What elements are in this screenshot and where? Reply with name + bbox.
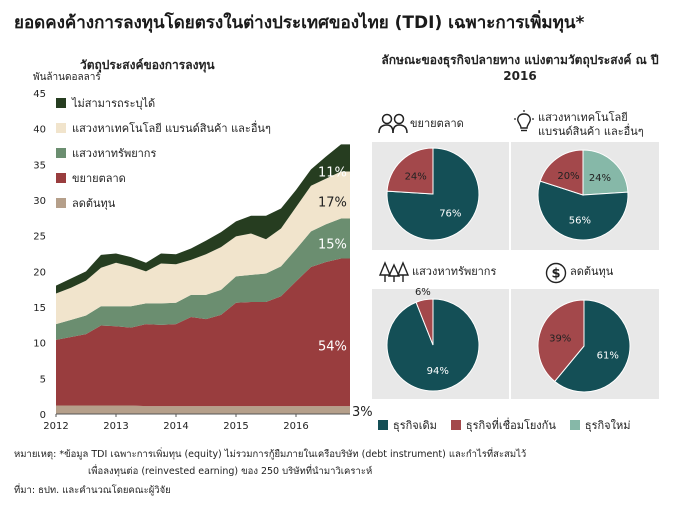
area-series-unallocated: [56, 144, 350, 294]
pie-data-label: 20%: [557, 171, 579, 182]
legend-item-resource: แสวงหาทรัพยากร: [56, 146, 271, 160]
y-tick-label: 35: [33, 160, 46, 171]
pie-legend-item-related: ธุรกิจที่เชื่อมโยงกัน: [450, 416, 556, 434]
share-annotation: 11%: [318, 165, 347, 180]
y-tick-label: 20: [33, 267, 46, 278]
people-icon: [378, 113, 408, 134]
share-annotation: 15%: [318, 238, 347, 253]
pie-slice: [386, 147, 434, 195]
pie-label-market: ขยายตลาด: [410, 117, 464, 130]
pie-legend-item-new: ธุรกิจใหม่: [569, 416, 631, 434]
footnote-line-1: หมายเหตุ: *ข้อมูล TDI เฉพาะการเพิ่มทุน (…: [14, 449, 527, 460]
legend-label: ธุรกิจที่เชื่อมโยงกัน: [465, 419, 556, 432]
y-tick-label: 45: [33, 89, 46, 100]
pie-data-label: 6%: [415, 287, 431, 298]
pie-data-label: 61%: [597, 351, 619, 362]
legend-swatch: [378, 420, 388, 430]
pie-data-label: 76%: [439, 208, 461, 219]
pie-slice: [582, 149, 629, 196]
legend-item-tech: แสวงหาเทคโนโลยี แบรนด์สินค้า และอื่นๆ: [56, 121, 271, 135]
area-legend: ไม่สามารถระบุได้ แสวงหาเทคโนโลยี แบรนด์ส…: [56, 96, 271, 221]
y-tick-label: 5: [40, 374, 46, 385]
legend-label: ไม่สามารถระบุได้: [72, 96, 156, 110]
pie-slice: [537, 299, 585, 383]
y-tick-label: 40: [33, 125, 46, 136]
y-tick-label: 10: [33, 339, 46, 350]
pie-slice: [537, 180, 629, 241]
y-tick-label: 25: [33, 232, 46, 243]
share-annotation: 17%: [318, 195, 347, 210]
pie-data-label: 24%: [405, 172, 427, 183]
legend-swatch: [450, 420, 461, 430]
area-chart-title: วัตถุประสงค์ของการลงทุน: [80, 58, 215, 72]
share-annotation: 3%: [352, 405, 373, 420]
x-tick-label: 2016: [283, 421, 308, 432]
pie-slice: [415, 298, 434, 346]
pie-data-label: 39%: [549, 333, 571, 344]
x-tick-label: 2015: [223, 421, 248, 432]
page-title: ยอดคงค้างการลงทุนโดยตรงในต่างประเทศของไท…: [14, 13, 585, 33]
x-tick-label: 2013: [103, 421, 128, 432]
legend-item-divest: ลดต้นทุน: [56, 196, 271, 210]
pie-label-tech: แสวงหาเทคโนโลยี แบรนด์สินค้า และอื่นๆ: [538, 111, 644, 138]
legend-swatch: [56, 197, 66, 208]
pie-label-resource: แสวงหาทรัพยากร: [412, 265, 497, 278]
footnote-line-2: เพื่อลงทุนต่อ (reinvested earning) ของ 2…: [88, 466, 373, 477]
legend-item-market: ขยายตลาด: [56, 171, 271, 185]
legend-label: ธุรกิจใหม่: [584, 419, 631, 432]
share-annotation: 54%: [318, 340, 347, 355]
y-tick-label: 0: [40, 410, 46, 421]
legend-swatch: [569, 420, 580, 430]
legend-swatch: [56, 172, 66, 183]
lightbulb-icon: [514, 110, 534, 132]
area-series-resource: [56, 218, 350, 340]
legend-label: แสวงหาเทคโนโลยี แบรนด์สินค้า และอื่นๆ: [72, 121, 271, 135]
legend-label: ขยายตลาด: [72, 171, 126, 185]
pie-data-label: 24%: [589, 173, 611, 184]
pie-data-label: 94%: [427, 366, 449, 377]
footnote-source: ที่มา: ธปท. และคำนวณโดยคณะผู้วิจัย: [14, 485, 171, 496]
area-series-tech: [56, 171, 350, 325]
svg-text:$: $: [551, 267, 560, 282]
area-series-market: [56, 258, 350, 407]
x-tick-label: 2012: [43, 421, 68, 432]
pie-data-label: 56%: [569, 216, 591, 227]
legend-item-unallocated: ไม่สามารถระบุได้: [56, 96, 271, 110]
trees-icon: [378, 261, 410, 282]
pie-slice: [553, 299, 631, 393]
pie-section-title: ลักษณะของธุรกิจปลายทาง แบ่งตามวัตถุประสง…: [381, 53, 659, 83]
y-tick-label: 30: [33, 196, 46, 207]
dollar-icon: $: [545, 262, 567, 284]
pie-slice: [539, 149, 584, 196]
y-axis-title: พันล้านดอลลาร์: [33, 71, 101, 83]
legend-swatch: [56, 147, 66, 158]
legend-label: ลดต้นทุน: [72, 196, 116, 210]
legend-swatch: [56, 97, 66, 108]
pie-legend: ธุรกิจเดิม ธุรกิจที่เชื่อมโยงกัน ธุรกิจใ…: [378, 416, 644, 434]
pie-legend-item-existing: ธุรกิจเดิม: [378, 416, 437, 434]
pie-label-divest: ลดต้นทุน: [570, 265, 614, 278]
legend-swatch: [56, 122, 66, 133]
legend-label: แสวงหาทรัพยากร: [72, 146, 157, 160]
y-tick-label: 15: [33, 303, 46, 314]
area-series-divest: [56, 405, 350, 414]
x-tick-label: 2014: [163, 421, 188, 432]
legend-label: ธุรกิจเดิม: [393, 419, 437, 432]
